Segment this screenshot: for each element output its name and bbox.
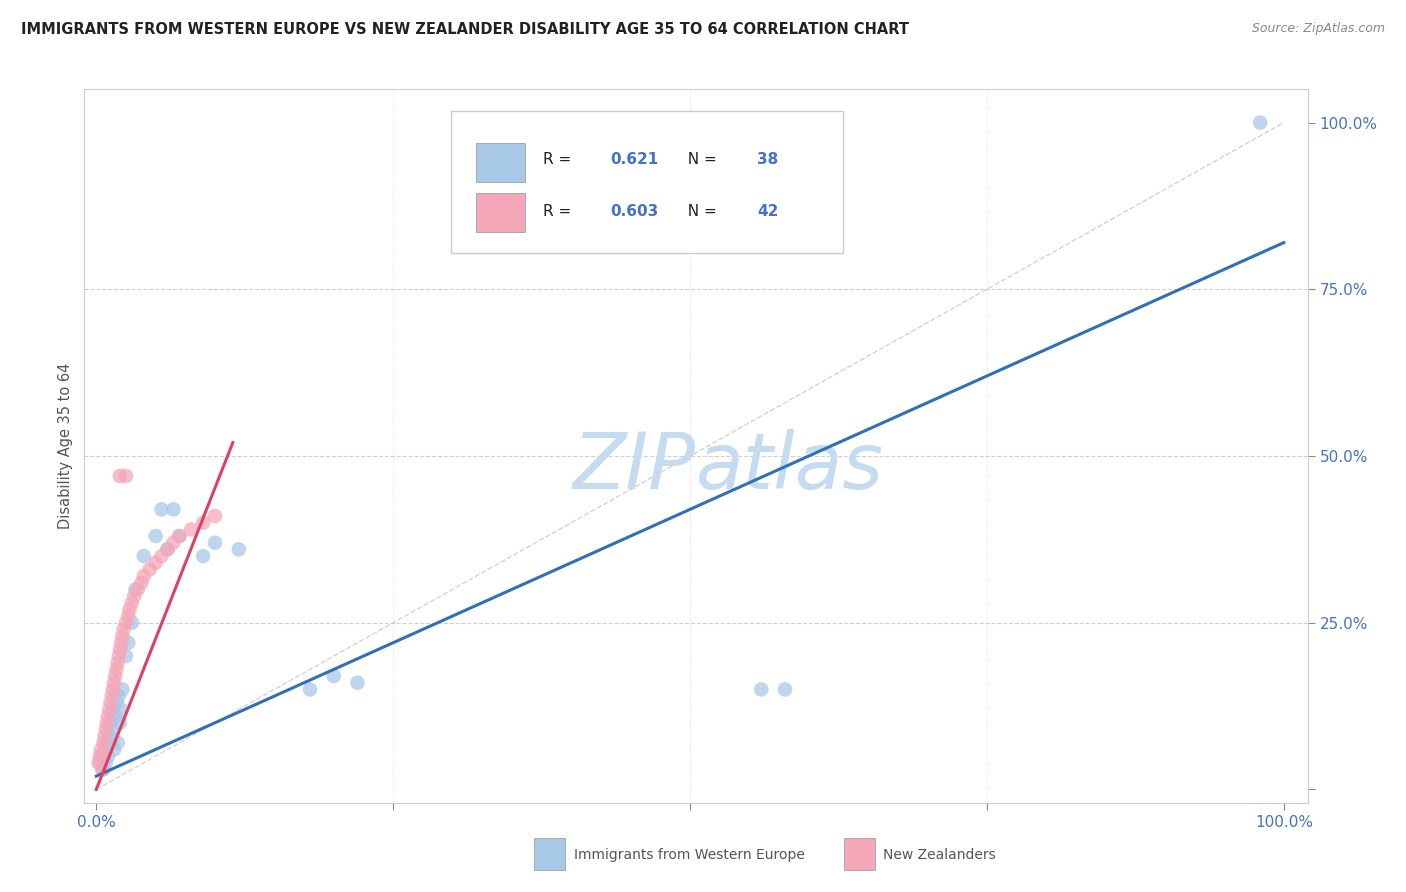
Point	[100, 689, 122, 703]
Point	[127, 582, 149, 597]
Point	[98, 729, 121, 743]
Point	[100, 723, 122, 737]
Point	[94, 723, 117, 737]
Text: R =: R =	[543, 204, 576, 219]
Text: N =: N =	[678, 152, 721, 167]
Point	[96, 715, 118, 730]
Point	[96, 736, 118, 750]
Point	[204, 509, 226, 524]
Text: 42: 42	[758, 204, 779, 219]
Point	[180, 522, 202, 536]
Point	[103, 675, 125, 690]
Point	[121, 596, 143, 610]
Point	[105, 696, 128, 710]
Point	[749, 682, 772, 697]
Point	[145, 556, 167, 570]
Point	[93, 763, 115, 777]
Point	[132, 569, 155, 583]
Point	[122, 589, 145, 603]
Text: R =: R =	[543, 152, 576, 167]
Point	[101, 702, 124, 716]
Text: New Zealanders: New Zealanders	[883, 847, 995, 862]
Point	[156, 542, 179, 557]
Point	[91, 763, 114, 777]
Point	[97, 749, 120, 764]
Point	[108, 642, 131, 657]
Text: IMMIGRANTS FROM WESTERN EUROPE VS NEW ZEALANDER DISABILITY AGE 35 TO 64 CORRELAT: IMMIGRANTS FROM WESTERN EUROPE VS NEW ZE…	[21, 22, 910, 37]
Point	[115, 469, 138, 483]
Point	[93, 729, 115, 743]
Point	[150, 502, 173, 516]
Text: N =: N =	[678, 204, 721, 219]
Point	[104, 709, 127, 723]
Point	[107, 736, 129, 750]
Point	[322, 669, 344, 683]
Point	[117, 609, 139, 624]
Point	[103, 742, 125, 756]
Point	[150, 549, 173, 563]
Text: Source: ZipAtlas.com: Source: ZipAtlas.com	[1251, 22, 1385, 36]
Point	[115, 615, 138, 630]
Point	[131, 575, 153, 590]
FancyBboxPatch shape	[475, 193, 524, 232]
Text: 38: 38	[758, 152, 779, 167]
Text: 0.603: 0.603	[610, 204, 658, 219]
Point	[191, 516, 214, 530]
Point	[118, 602, 141, 616]
Text: Immigrants from Western Europe: Immigrants from Western Europe	[574, 847, 804, 862]
Point	[93, 736, 115, 750]
FancyBboxPatch shape	[475, 143, 524, 182]
Y-axis label: Disability Age 35 to 64: Disability Age 35 to 64	[58, 363, 73, 529]
Point	[138, 562, 160, 576]
Point	[93, 742, 115, 756]
Point	[100, 715, 122, 730]
Point	[108, 715, 131, 730]
Point	[121, 615, 143, 630]
Point	[107, 656, 129, 670]
Point	[101, 682, 124, 697]
Point	[110, 702, 132, 716]
Point	[89, 749, 111, 764]
Point	[1249, 115, 1271, 129]
Point	[169, 529, 191, 543]
Point	[91, 749, 114, 764]
Point	[117, 636, 139, 650]
Point	[111, 629, 134, 643]
Text: ZIP: ZIP	[574, 429, 696, 506]
Point	[97, 709, 120, 723]
Point	[87, 756, 110, 770]
Point	[89, 756, 111, 770]
Point	[346, 675, 368, 690]
Point	[132, 549, 155, 563]
Point	[298, 682, 321, 697]
Point	[94, 756, 117, 770]
Point	[191, 549, 214, 563]
Point	[124, 582, 146, 597]
Text: 0.621: 0.621	[610, 152, 658, 167]
Point	[228, 542, 250, 557]
Point	[111, 682, 134, 697]
Point	[156, 542, 179, 557]
Point	[773, 682, 796, 697]
Point	[145, 529, 167, 543]
Point	[115, 649, 138, 664]
Point	[108, 469, 131, 483]
Point	[98, 702, 121, 716]
Point	[107, 689, 129, 703]
Point	[91, 749, 114, 764]
Point	[107, 649, 129, 664]
Text: atlas: atlas	[696, 429, 884, 506]
Point	[162, 535, 184, 549]
FancyBboxPatch shape	[451, 111, 842, 253]
Point	[104, 669, 127, 683]
Point	[110, 636, 132, 650]
Point	[90, 742, 112, 756]
Point	[100, 696, 122, 710]
Point	[169, 529, 191, 543]
Point	[112, 623, 135, 637]
Point	[162, 502, 184, 516]
Point	[105, 662, 128, 676]
Point	[204, 535, 226, 549]
